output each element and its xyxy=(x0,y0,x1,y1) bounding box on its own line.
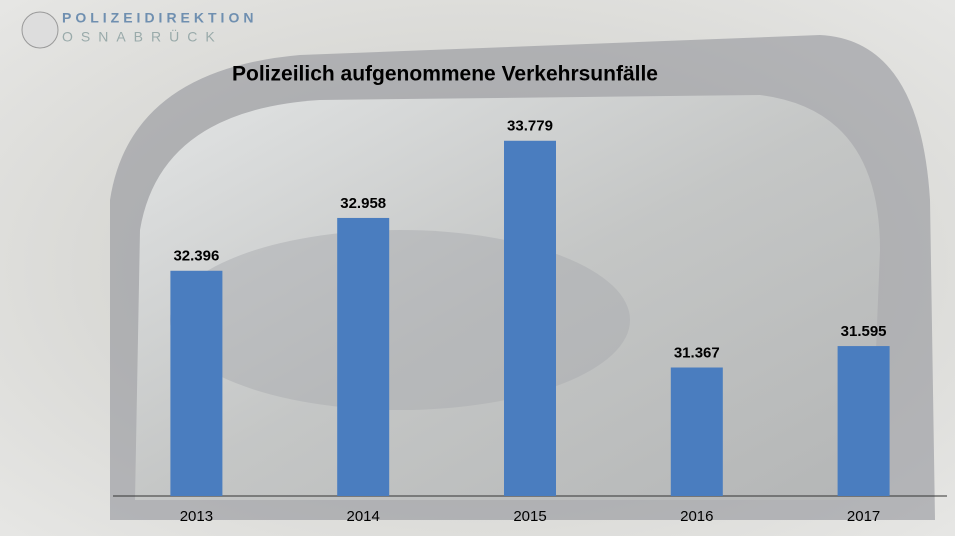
org-city: OSNABRÜCK xyxy=(62,28,223,45)
value-label: 32.396 xyxy=(173,248,219,265)
bar xyxy=(170,270,223,496)
bar xyxy=(837,346,890,496)
org-name: POLIZEIDIREKTION xyxy=(62,10,257,26)
bar xyxy=(504,140,556,497)
value-label: 33.779 xyxy=(507,118,553,135)
value-label: 31.367 xyxy=(674,344,720,361)
value-label: 32.958 xyxy=(340,195,386,212)
bar xyxy=(337,217,390,496)
x-tick-label: 2014 xyxy=(347,508,380,525)
x-tick-label: 2017 xyxy=(847,508,880,525)
car-blur xyxy=(170,230,630,410)
chart-title: Polizeilich aufgenommene Verkehrsunfälle xyxy=(232,63,658,86)
x-tick-label: 2015 xyxy=(513,508,546,525)
x-tick-label: 2016 xyxy=(680,508,713,525)
value-label: 31.595 xyxy=(841,323,887,340)
bar xyxy=(670,367,723,496)
logo xyxy=(21,11,59,49)
x-tick-label: 2013 xyxy=(180,508,213,525)
